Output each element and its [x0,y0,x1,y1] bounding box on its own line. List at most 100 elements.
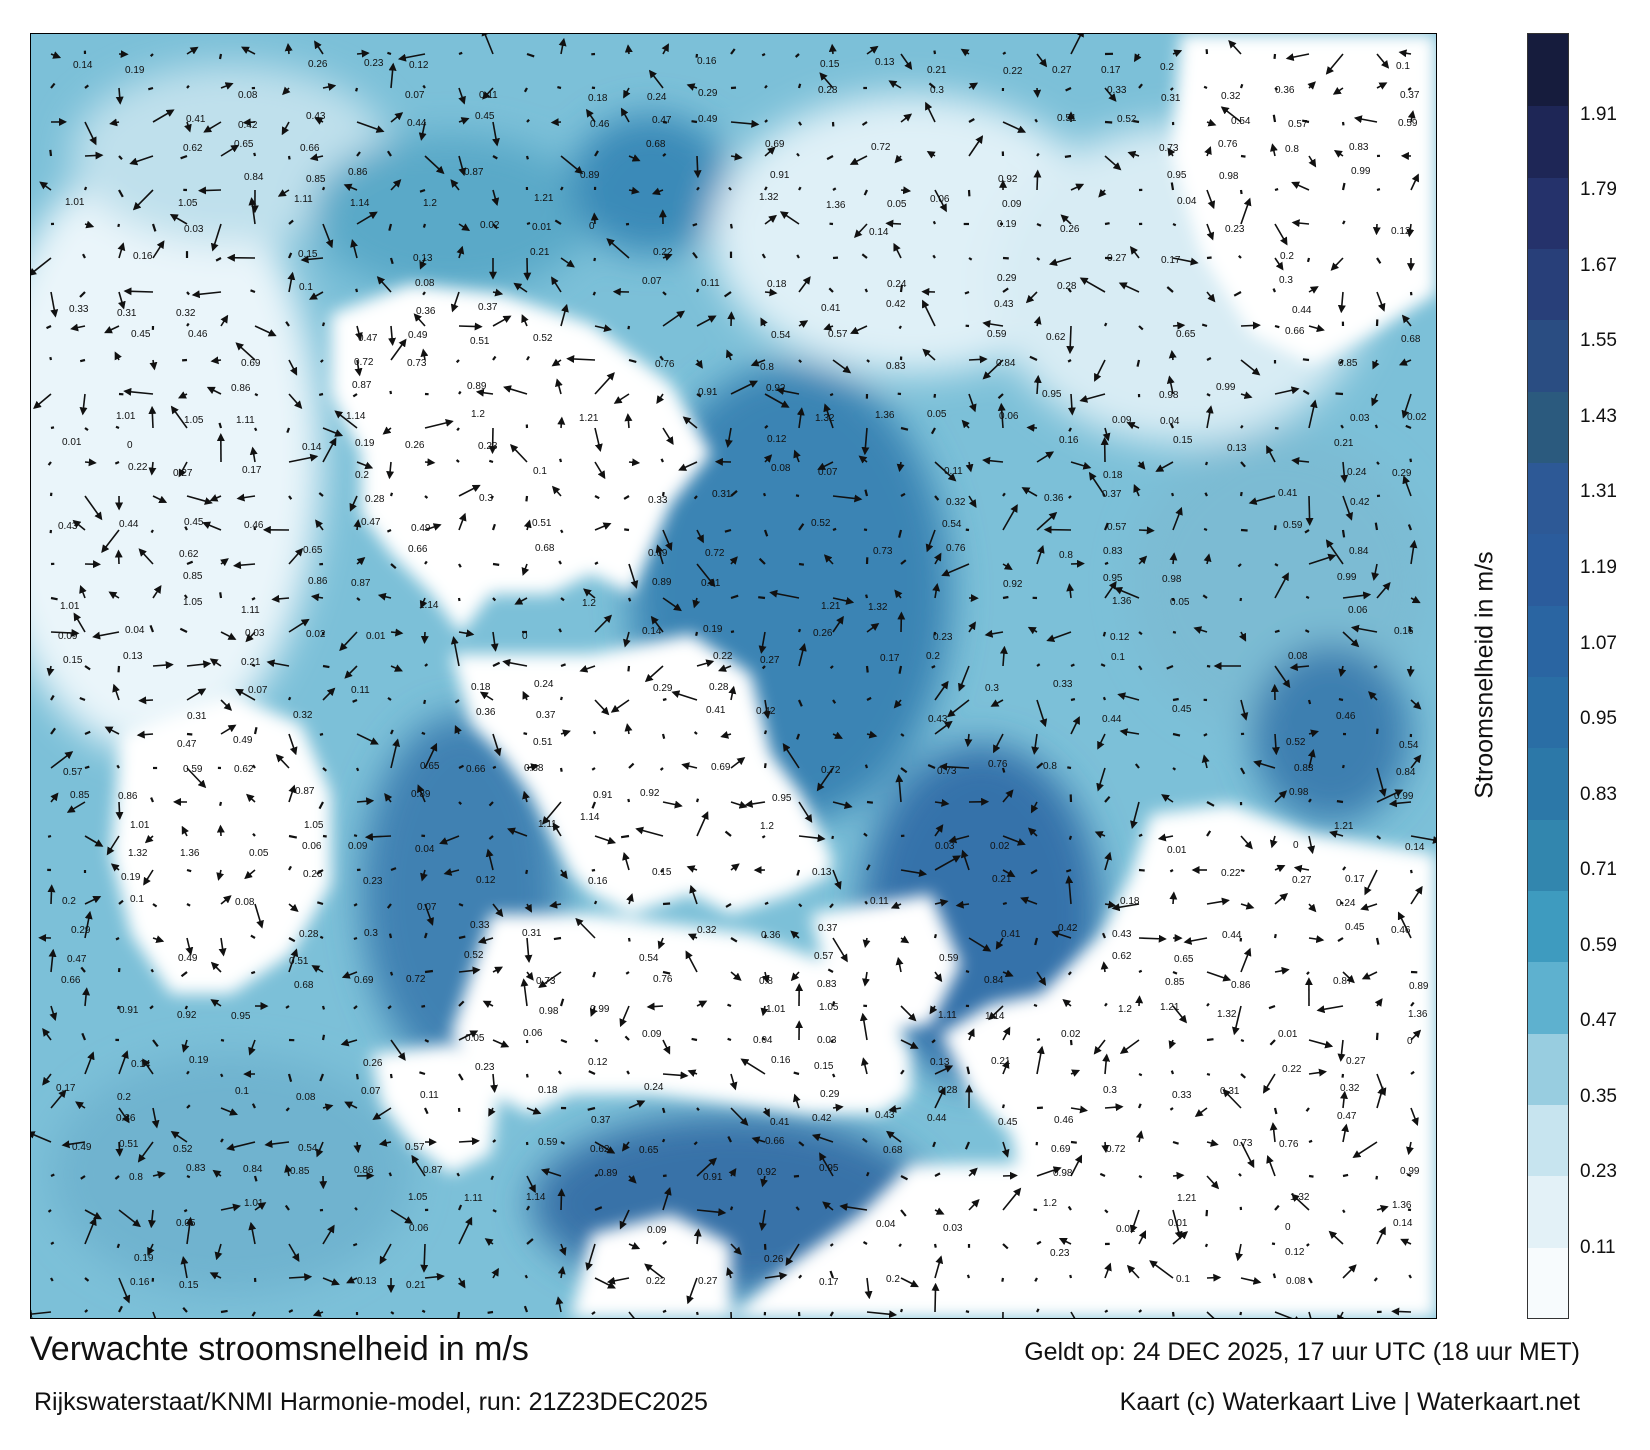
current-vector-arrow [594,461,606,480]
speed-value-label: 1.32 [1217,1009,1237,1020]
current-vector-arrow [1342,631,1360,648]
current-vector-arrow [1168,1039,1177,1050]
current-vector-arrow [356,733,379,745]
current-vector-arrow [424,903,434,926]
speed-value-label: 0.28 [299,929,319,940]
current-vector-arrow [1097,733,1106,750]
speed-value-label: 0.42 [238,120,258,131]
current-vector-arrow [968,937,992,952]
current-vector-arrow [526,1107,542,1115]
current-vector-arrow [628,1175,637,1184]
speed-value-label: 0.09 [1002,199,1022,210]
speed-value-label: 0.72 [406,974,426,985]
current-vector-arrow [560,186,564,191]
current-vector-arrow [888,1104,902,1113]
current-vector-arrow [491,189,500,207]
speed-value-label: 0.37 [478,302,498,313]
current-vector-arrow [123,287,154,296]
current-vector-arrow [1307,699,1312,705]
speed-value-label: 0.12 [409,60,429,71]
current-vector-arrow [322,1224,335,1245]
current-vector-arrow [1169,1107,1174,1111]
speed-value-label: 0.76 [653,974,673,985]
current-vector-arrow [253,526,257,531]
speed-value-label: 0.66 [408,544,428,555]
current-vector-arrow [252,832,256,837]
speed-value-label: 0.11 [479,90,498,101]
current-vector-arrow [1304,529,1310,534]
current-vector-arrow [149,53,154,57]
current-vector-arrow [1410,885,1423,905]
current-vector-arrow [1266,1154,1276,1177]
current-vector-arrow [591,767,596,771]
current-vector-arrow [310,593,324,602]
current-vector-arrow [79,585,87,599]
speed-value-label: 0.3 [1103,1085,1117,1096]
current-vector-arrow [898,529,903,538]
current-vector-arrow [352,698,358,703]
current-vector-arrow [285,321,290,327]
current-vector-arrow [354,1206,358,1211]
current-vector-arrow [769,589,800,599]
current-vector-arrow [931,665,936,669]
current-vector-arrow [592,291,597,296]
current-vector-arrow [760,1005,769,1017]
current-vector-arrow [798,801,813,823]
current-vector-arrow [933,50,937,55]
current-vector-arrow [319,1073,325,1082]
speed-value-label: 0.33 [648,495,668,506]
current-vector-arrow [779,211,800,225]
current-vector-arrow [1269,835,1278,849]
current-vector-arrow [894,154,903,164]
speed-value-label: 1.2 [582,598,596,609]
current-vector-arrow [1206,291,1216,303]
colorbar-segment [1528,676,1568,749]
current-vector-arrow [1240,835,1253,850]
current-vector-arrow [321,1034,326,1041]
current-vector-arrow [671,690,698,701]
current-vector-arrow [1406,223,1415,238]
current-vector-arrow [1070,183,1085,191]
current-vector-arrow [288,219,294,225]
current-vector-arrow [1308,729,1319,738]
current-vector-arrow [525,1073,529,1078]
current-vector-arrow [1201,323,1208,328]
speed-value-label: 0.12 [1110,632,1130,643]
current-vector-arrow [1240,1073,1247,1079]
current-vector-arrow [1269,1039,1276,1046]
current-vector-arrow [226,1141,256,1152]
current-vector-arrow [594,614,613,633]
current-vector-arrow [1206,1311,1215,1318]
current-vector-arrow [1206,664,1211,668]
current-vector-arrow [958,665,970,692]
current-vector-arrow [1374,998,1383,1007]
current-vector-arrow [997,402,1006,429]
current-vector-arrow [114,460,120,465]
speed-value-label: 0.15 [298,249,318,260]
current-vector-arrow [413,313,426,327]
speed-value-label: 0.84 [244,172,264,183]
current-vector-arrow [1373,665,1378,669]
current-vector-arrow [588,1070,596,1075]
current-vector-arrow [593,257,597,262]
current-vector-arrow [513,282,528,293]
current-vector-arrow [900,492,906,497]
current-vector-arrow [1274,324,1280,329]
current-vector-arrow [829,903,834,909]
current-vector-arrow [928,82,936,89]
current-vector-arrow [458,484,481,497]
speed-value-label: 0.8 [1059,550,1073,561]
current-vector-arrow [832,699,837,704]
current-vector-arrow [1036,1038,1041,1042]
current-vector-arrow [538,971,562,989]
current-vector-arrow [934,495,940,501]
colorbar-segment [1528,319,1568,392]
current-vector-arrow [1183,936,1208,945]
current-vector-arrow [355,767,360,772]
speed-value-label: 0.51 [533,737,553,748]
speed-value-label: 0.43 [306,111,326,122]
current-vector-arrow [488,1107,496,1117]
colorbar-segment [1528,604,1568,677]
current-vector-arrow [1065,87,1072,92]
current-vector-arrow [650,615,664,633]
